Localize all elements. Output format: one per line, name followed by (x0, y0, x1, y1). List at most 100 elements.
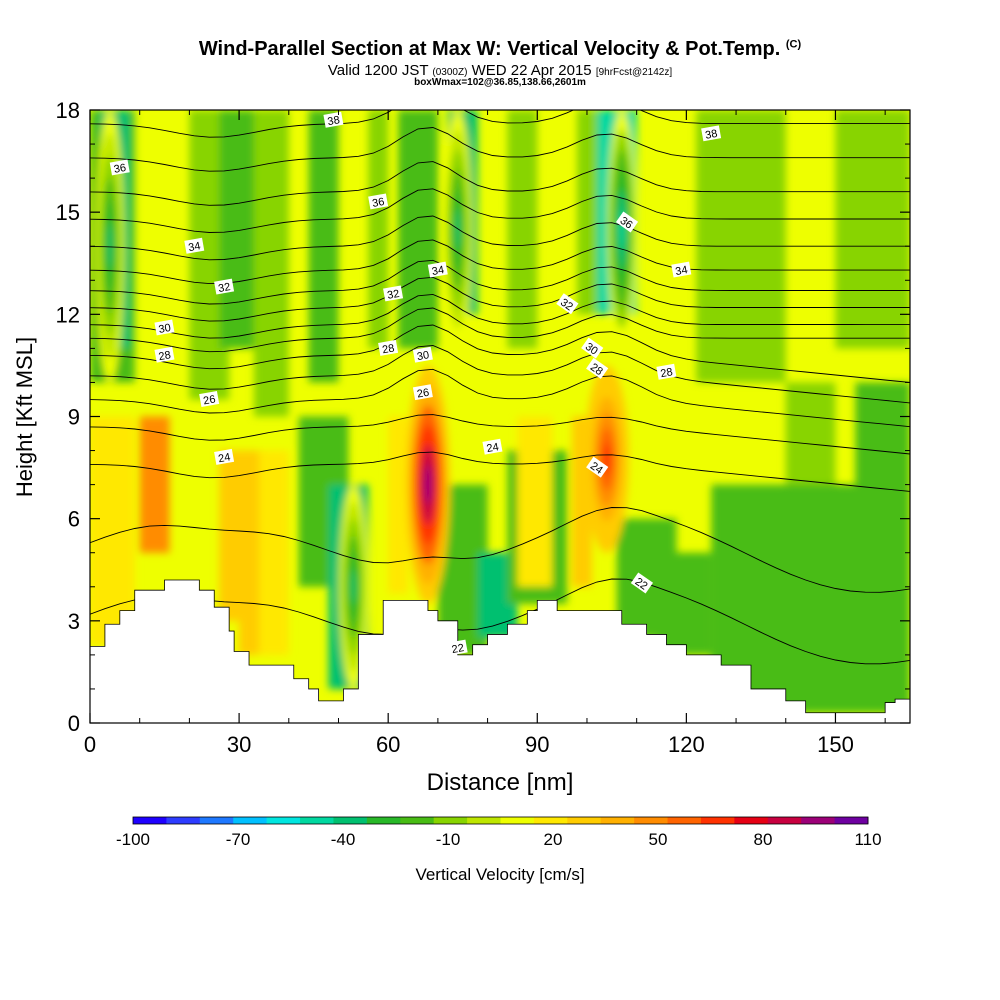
contour-label: 22 (447, 639, 468, 656)
colorbar-swatch (533, 817, 568, 824)
field-band (835, 110, 910, 349)
colorbar-tick-label: 80 (754, 830, 773, 849)
colorbar-swatch (634, 817, 669, 824)
contour-label: 24 (482, 438, 503, 455)
theta-contour (90, 578, 910, 665)
contour-label-bg (586, 357, 609, 379)
theta-contour (90, 127, 910, 172)
contour-label: 24 (586, 456, 609, 478)
y-tick-label: 3 (68, 609, 80, 634)
colorbar-swatch (467, 817, 501, 824)
colorbar-swatch (266, 817, 301, 824)
contour-label: 34 (184, 237, 205, 254)
colorbar-tick-label: 20 (544, 830, 563, 849)
contour-label-bg (427, 261, 448, 278)
contour-label-text: 32 (558, 297, 575, 314)
contour-label: 32 (556, 293, 579, 315)
contour-label-text: 34 (674, 264, 688, 278)
colorbar-tick-label: -100 (116, 830, 150, 849)
contour-label-bg (482, 438, 503, 455)
contour-label: 22 (630, 572, 654, 594)
contour-label-bg (656, 363, 677, 380)
field-shading (90, 110, 910, 713)
theta-contour (90, 307, 910, 353)
colorbar-swatch (567, 817, 602, 824)
colorbar-tick-label: -70 (226, 830, 251, 849)
theta-contour (90, 507, 910, 593)
field-band (855, 382, 910, 700)
contour-label: 30 (581, 337, 604, 359)
field-feature (424, 464, 432, 505)
x-tick-label: 30 (227, 732, 251, 757)
colorbar-swatch (333, 817, 368, 824)
contour-label-text: 28 (660, 366, 674, 380)
contour-label-text: 34 (187, 240, 201, 254)
x-tick-label: 150 (817, 732, 854, 757)
contour-label: 36 (368, 193, 389, 210)
contour-label: 28 (586, 357, 609, 379)
chart-title-text: Wind-Parallel Section at Max W: Vertical… (198, 38, 781, 60)
contour-label-bg (214, 278, 235, 295)
field-band (219, 110, 259, 349)
colorbar-swatch (801, 817, 836, 824)
contour-labels: 38 38 36 36 36 34 34 34 32 32 32 30 30 30 28 28 28 28 26 26… (109, 111, 722, 656)
contour-label-bg (586, 456, 609, 478)
theta-contour (90, 414, 910, 455)
contour-label: 30 (412, 346, 433, 363)
potential-temperature-contours (90, 110, 910, 665)
contour-label-bg (581, 337, 604, 359)
colorbar-swatch (166, 817, 201, 824)
y-tick-label: 6 (68, 507, 80, 532)
colorbar: -100 -70 -40 -10 20 50 80 110 (116, 816, 882, 849)
box-wmax-line: boxWmax=102@36.85,138.66,2601m (414, 77, 586, 88)
x-tick-label: 90 (525, 732, 549, 757)
contour-label: 28 (154, 346, 175, 363)
colorbar-swatch (834, 817, 869, 824)
contour-label-text: 32 (217, 281, 231, 295)
x-axis-label: Distance [nm] (427, 769, 574, 796)
x-tick-label: 0 (84, 732, 96, 757)
contour-label: 34 (671, 261, 692, 278)
contour-label: 32 (383, 285, 404, 302)
theta-contour (90, 276, 910, 322)
contour-label-bg (368, 193, 389, 210)
contour-label-bg (701, 125, 722, 142)
terrain-polygon (89, 579, 911, 724)
contour-label: 36 (615, 211, 639, 233)
contour-label: 38 (701, 125, 722, 142)
field-feature (107, 223, 113, 269)
contour-label-text: 24 (486, 441, 500, 455)
chart-subtitle: Valid 1200 JST (0300Z) WED 22 Apr 2015 [… (0, 62, 1000, 79)
contour-label-text: 22 (633, 576, 650, 593)
y-axis-label: Height [Kft MSL] (12, 337, 37, 497)
contour-label-text: 36 (113, 162, 127, 176)
theta-contour (90, 188, 910, 233)
field-band (254, 110, 289, 417)
valid-date: WED 22 Apr 2015 (471, 62, 592, 79)
colorbar-swatch (300, 817, 334, 824)
contour-label-text: 30 (416, 349, 430, 363)
contour-label-bg (383, 285, 404, 302)
contour-label: 26 (199, 391, 220, 407)
valid-zulu: (0300Z) (432, 67, 468, 78)
contour-label-bg (199, 391, 220, 407)
contour-label-bg (184, 237, 205, 254)
colorbar-tick-label: -10 (436, 830, 461, 849)
colorbar-swatch (233, 817, 268, 824)
x-tick-label: 60 (376, 732, 400, 757)
theta-contour (90, 215, 910, 261)
contour-label: 26 (412, 384, 433, 401)
theta-contour (90, 345, 910, 404)
contour-label-bg (214, 448, 235, 465)
field-band (258, 450, 289, 655)
y-tick-label: 18 (56, 98, 80, 123)
contour-label: 36 (109, 159, 130, 176)
valid-time: Valid 1200 JST (327, 62, 429, 79)
contour-label-text: 30 (583, 341, 600, 358)
colorbar-label: Vertical Velocity [cm/s] (415, 865, 584, 884)
contour-label-bg (154, 346, 175, 363)
contour-label-text: 28 (588, 361, 605, 378)
contour-label-text: 32 (386, 288, 400, 302)
colorbar-swatch (433, 817, 468, 824)
contour-label-text: 36 (618, 215, 635, 232)
